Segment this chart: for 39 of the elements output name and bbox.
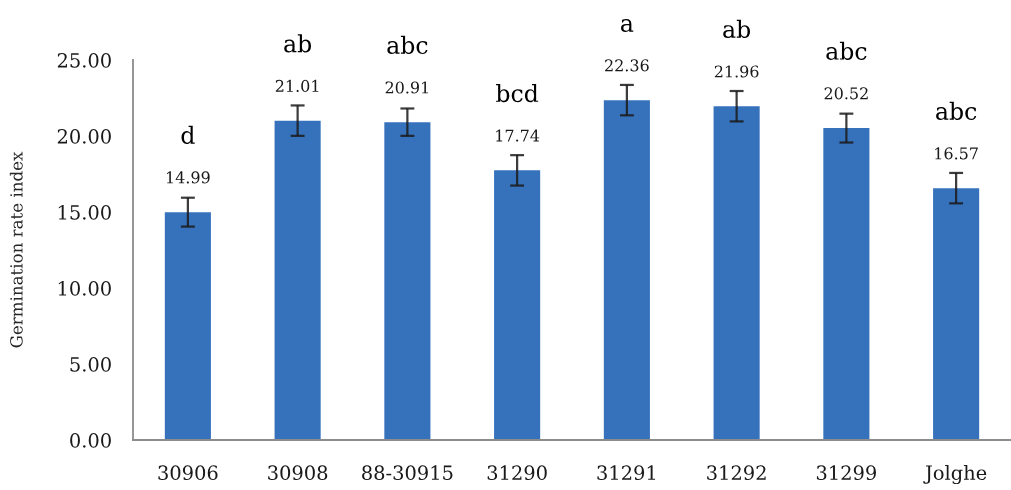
- text: abc: [826, 41, 867, 60]
- x-tick-label: 31290: [487, 465, 547, 481]
- data-label: 16.57: [935, 147, 978, 160]
- text: a: [621, 19, 634, 32]
- y-tick-label: 15.00: [58, 204, 111, 220]
- bar: [164, 212, 211, 440]
- bar: [603, 100, 650, 440]
- annotation: d: [181, 125, 195, 144]
- data-label: 14.99: [166, 171, 210, 184]
- data-label: 20.52: [824, 87, 868, 100]
- y-tick-label: 10.00: [58, 280, 111, 296]
- x-tick-label: 30908: [268, 465, 328, 481]
- y-tick-label: 5.00: [70, 356, 111, 372]
- data-label: 17.74: [496, 129, 540, 142]
- y-tick-label: 25.00: [57, 52, 111, 68]
- annotation: abc: [936, 101, 977, 120]
- x-tick-label: 31299: [816, 465, 876, 481]
- x-tick-label: 30906: [158, 465, 218, 481]
- data-label: 22.36: [605, 59, 649, 72]
- x-tick-label: 31292: [707, 465, 766, 481]
- text: ab: [284, 34, 312, 53]
- bar: [384, 122, 431, 440]
- y-tick-label: 20.00: [57, 128, 111, 144]
- x-tick-label: Jolghe: [923, 465, 987, 485]
- text: abc: [387, 35, 428, 55]
- text: ab: [723, 19, 751, 39]
- bar: [713, 106, 760, 440]
- y-tick-label: 0.00: [70, 432, 111, 448]
- x-tick-label: 31291: [597, 465, 656, 481]
- bar: [274, 120, 321, 440]
- data-label: 21.01: [275, 79, 319, 92]
- y-axis-title: Germination rate index: [9, 151, 23, 348]
- data-label: 21.96: [714, 65, 759, 78]
- data-label: 20.91: [385, 81, 428, 94]
- bar: [933, 188, 980, 440]
- bar: [494, 170, 541, 440]
- bar: [823, 128, 870, 440]
- annotation: bcd: [496, 83, 539, 103]
- x-tick-label: 88-30915: [362, 465, 453, 481]
